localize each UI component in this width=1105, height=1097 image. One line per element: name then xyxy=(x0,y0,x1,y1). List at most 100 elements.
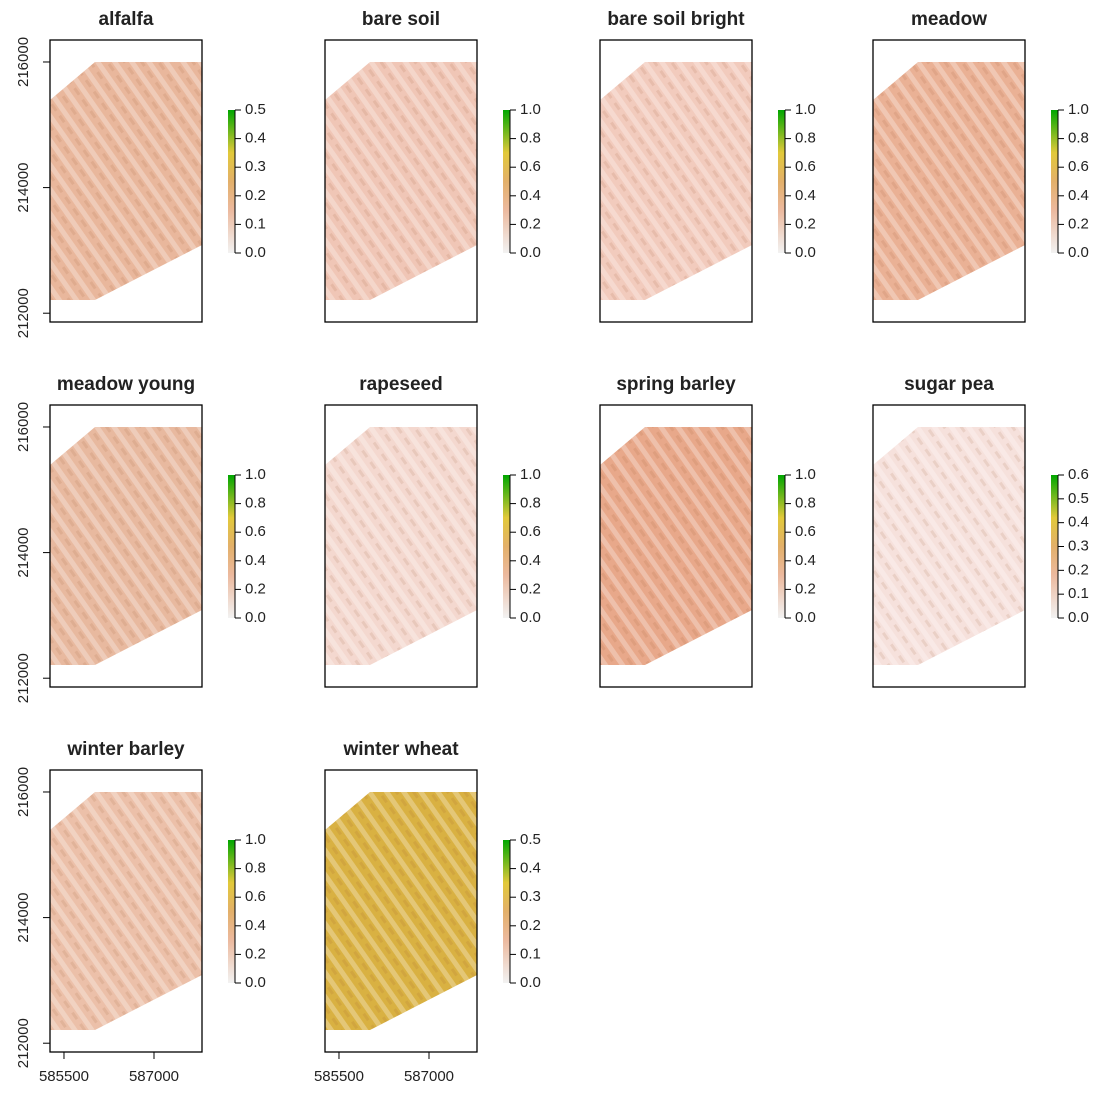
colorbar-tick-label: 0.6 xyxy=(1068,466,1089,483)
colorbar-tick-label: 0.0 xyxy=(795,609,816,626)
colorbar-tick-label: 0.4 xyxy=(245,552,266,569)
colorbar-tick-label: 0.2 xyxy=(520,215,541,232)
colorbar-tick-label: 0.4 xyxy=(520,187,541,204)
colorbar-tick-label: 0.4 xyxy=(1068,514,1089,531)
colorbar-tick-label: 0.6 xyxy=(1068,158,1089,175)
y-tick-label: 214000 xyxy=(15,163,32,213)
colorbar-tick-label: 0.2 xyxy=(1068,215,1089,232)
colorbar-tick-label: 0.3 xyxy=(245,158,266,175)
colorbar xyxy=(1051,475,1058,618)
colorbar xyxy=(778,475,785,618)
colorbar-tick-label: 0.2 xyxy=(1068,561,1089,578)
x-tick-label: 585500 xyxy=(39,1068,89,1085)
panel-title: rapeseed xyxy=(359,374,442,395)
colorbar-tick-label: 0.8 xyxy=(520,130,541,147)
colorbar-tick-label: 0.3 xyxy=(1068,537,1089,554)
colorbar-tick-label: 0.8 xyxy=(795,495,816,512)
colorbar-tick-label: 0.0 xyxy=(795,244,816,261)
y-tick-label: 212000 xyxy=(15,1018,32,1068)
colorbar-tick-label: 0.2 xyxy=(520,917,541,934)
colorbar-tick-label: 1.0 xyxy=(245,466,266,483)
colorbar xyxy=(503,110,510,253)
colorbar-tick-label: 0.0 xyxy=(520,974,541,991)
colorbar-tick-label: 0.5 xyxy=(245,101,266,118)
y-tick-label: 214000 xyxy=(15,528,32,578)
colorbar-tick-label: 1.0 xyxy=(520,466,541,483)
colorbar-tick-label: 0.4 xyxy=(795,187,816,204)
colorbar xyxy=(228,840,235,983)
colorbar-tick-label: 0.6 xyxy=(520,158,541,175)
colorbar-tick-label: 0.4 xyxy=(520,552,541,569)
colorbar xyxy=(503,475,510,618)
colorbar-tick-label: 0.8 xyxy=(245,495,266,512)
panel-title: spring barley xyxy=(616,374,736,395)
colorbar-tick-label: 0.6 xyxy=(795,523,816,540)
colorbar-tick-label: 0.1 xyxy=(245,215,266,232)
colorbar-tick-label: 0.2 xyxy=(245,945,266,962)
colorbar-tick-label: 0.5 xyxy=(1068,490,1089,507)
colorbar xyxy=(503,840,510,983)
raster-texture xyxy=(325,427,477,665)
colorbar-tick-label: 0.2 xyxy=(245,580,266,597)
colorbar-tick-label: 0.2 xyxy=(795,580,816,597)
colorbar-tick-label: 0.0 xyxy=(520,609,541,626)
panel-title: bare soil bright xyxy=(607,9,745,30)
panel-title: winter wheat xyxy=(342,739,459,760)
colorbar-tick-label: 0.0 xyxy=(245,974,266,991)
y-tick-label: 212000 xyxy=(15,288,32,338)
colorbar-tick-label: 0.5 xyxy=(520,831,541,848)
colorbar-tick-label: 1.0 xyxy=(795,466,816,483)
raster-texture xyxy=(873,62,1025,300)
raster-texture xyxy=(50,62,202,300)
colorbar-tick-label: 0.8 xyxy=(245,860,266,877)
colorbar-tick-label: 0.6 xyxy=(245,523,266,540)
colorbar-tick-label: 0.2 xyxy=(520,580,541,597)
colorbar-tick-label: 0.0 xyxy=(1068,244,1089,261)
colorbar-tick-label: 0.1 xyxy=(1068,585,1089,602)
colorbar-tick-label: 0.2 xyxy=(795,215,816,232)
panel-title: bare soil xyxy=(362,9,440,30)
colorbar xyxy=(1051,110,1058,253)
y-tick-label: 214000 xyxy=(15,893,32,943)
colorbar-tick-label: 0.1 xyxy=(520,945,541,962)
colorbar xyxy=(228,110,235,253)
y-tick-label: 216000 xyxy=(15,767,32,817)
raster-texture xyxy=(325,792,477,1030)
raster-texture xyxy=(50,792,202,1030)
panel-title: meadow xyxy=(911,9,987,30)
colorbar xyxy=(228,475,235,618)
chart: alfalfa 212000 214000 216000 0.0 0.1 0.2 0.3 0.4… xyxy=(0,0,1105,1097)
colorbar-tick-label: 0.0 xyxy=(245,244,266,261)
colorbar-tick-label: 1.0 xyxy=(1068,101,1089,118)
raster-texture xyxy=(873,427,1025,665)
colorbar-tick-label: 0.4 xyxy=(245,130,266,147)
panel-title: alfalfa xyxy=(99,9,154,30)
colorbar-tick-label: 0.0 xyxy=(520,244,541,261)
raster-texture xyxy=(50,427,202,665)
y-tick-label: 216000 xyxy=(15,402,32,452)
colorbar-tick-label: 0.6 xyxy=(245,888,266,905)
x-tick-label: 587000 xyxy=(404,1068,454,1085)
colorbar-tick-label: 0.8 xyxy=(520,495,541,512)
colorbar-tick-label: 0.8 xyxy=(795,130,816,147)
x-tick-label: 585500 xyxy=(314,1068,364,1085)
colorbar-tick-label: 0.4 xyxy=(245,917,266,934)
colorbar-tick-label: 1.0 xyxy=(795,101,816,118)
raster-texture xyxy=(325,62,477,300)
colorbar-tick-label: 0.2 xyxy=(245,187,266,204)
colorbar-tick-label: 0.4 xyxy=(795,552,816,569)
raster-texture xyxy=(600,62,752,300)
colorbar-tick-label: 0.8 xyxy=(1068,130,1089,147)
colorbar-tick-label: 0.0 xyxy=(245,609,266,626)
colorbar-tick-label: 0.6 xyxy=(795,158,816,175)
colorbar-tick-label: 0.6 xyxy=(520,523,541,540)
x-tick-label: 587000 xyxy=(129,1068,179,1085)
colorbar-tick-label: 0.3 xyxy=(520,888,541,905)
panel-title: meadow young xyxy=(57,374,195,395)
y-tick-label: 212000 xyxy=(15,653,32,703)
raster-texture xyxy=(600,427,752,665)
panel-title: winter barley xyxy=(66,739,185,760)
colorbar-tick-label: 1.0 xyxy=(245,831,266,848)
colorbar-tick-label: 0.0 xyxy=(1068,609,1089,626)
panel-title: sugar pea xyxy=(904,374,994,395)
